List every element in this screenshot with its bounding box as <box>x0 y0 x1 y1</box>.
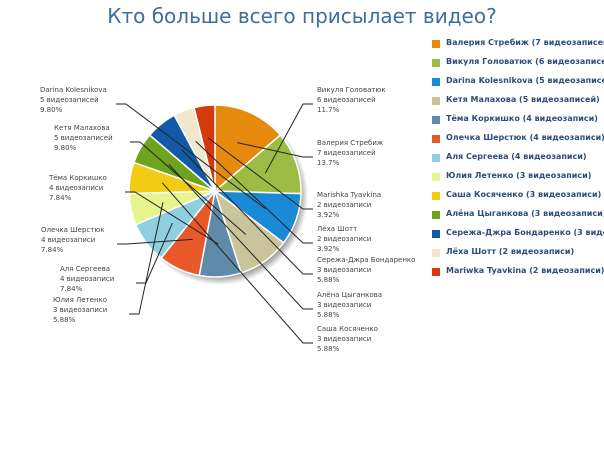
slice-label-count: 4 видеозаписи <box>41 236 95 244</box>
slice-label-count: 4 видеозаписи <box>49 184 103 192</box>
legend-label: Юлия Летенко (3 видеозаписи) <box>446 171 592 180</box>
legend-item[interactable]: Лёха Шотт (2 видеозаписи) <box>428 246 604 265</box>
legend-label: Тёма Коркишко (4 видеозаписи) <box>446 114 598 123</box>
legend-swatch <box>432 249 440 257</box>
slice-label-name: Саша Косяченко <box>317 325 378 333</box>
legend-item[interactable]: Юлия Летенко (3 видеозаписи) <box>428 170 604 189</box>
legend-item[interactable]: Кетя Малахова (5 видеозаписей) <box>428 94 604 113</box>
legend-label: Викуля Головатюк (6 видеозаписей) <box>446 57 604 66</box>
slice-label-name: Кетя Малахова <box>54 124 110 132</box>
legend-item[interactable]: Сережа-Джра Бондаренко (3 видеозаписи) <box>428 227 604 246</box>
slice-label-percent: 7.84% <box>49 194 72 202</box>
legend-item[interactable]: Алёна Цыганкова (3 видеозаписи) <box>428 208 604 227</box>
slice-label-name: Лёха Шотт <box>317 225 357 233</box>
legend-item[interactable]: Викуля Головатюк (6 видеозаписей) <box>428 56 604 75</box>
slice-label-percent: 9.80% <box>40 106 63 114</box>
slice-label-count: 5 видеозаписей <box>54 134 113 142</box>
slice-label-name: Marishka Tyavkina <box>317 191 381 199</box>
slice-leader-line <box>130 141 247 235</box>
slice-label-percent: 3.92% <box>317 245 340 253</box>
legend-item[interactable]: Mariwka Tyavkina (2 видеозаписи) <box>428 265 604 284</box>
slice-label-percent: 7.84% <box>60 285 83 293</box>
legend-label: Валерия Стребиж (7 видеозаписей) <box>446 38 604 47</box>
slice-leader-line <box>129 202 164 315</box>
legend-swatch <box>432 154 440 162</box>
slice-label-count: 6 видеозаписей <box>317 96 376 104</box>
slice-label-name: Сережа-Джра Бондаренко <box>317 256 415 264</box>
slice-label-percent: 5.88% <box>317 345 340 353</box>
slice-label-name: Валерия Стребиж <box>317 139 384 147</box>
legend-swatch <box>432 173 440 181</box>
legend-label: Саша Косяченко (3 видеозаписи) <box>446 190 602 199</box>
chart-legend: Валерия Стребиж (7 видеозаписей) Викуля Г… <box>428 37 604 284</box>
legend-swatch <box>432 116 440 124</box>
slice-label-percent: 5.88% <box>317 311 340 319</box>
slice-leader-line <box>195 140 313 244</box>
slice-label-name: Олечка Шерстюк <box>41 226 104 234</box>
slice-leader-line <box>117 238 193 245</box>
legend-label: Аля Сергеева (4 видеозаписи) <box>446 152 587 161</box>
legend-swatch <box>432 40 440 48</box>
slice-leader-line <box>161 182 313 344</box>
slice-leader-line <box>125 191 219 245</box>
slice-label-name: Тёма Коркишко <box>48 174 107 182</box>
slice-label-percent: 11.7% <box>317 106 340 114</box>
legend-swatch <box>432 211 440 219</box>
slice-leader-line <box>181 149 313 275</box>
legend-item[interactable]: Олечка Шерстюк (4 видеозаписи) <box>428 132 604 151</box>
pie-slice[interactable] <box>213 133 302 195</box>
slice-label-percent: 3.92% <box>317 211 340 219</box>
legend-item[interactable]: Darina Kolesnikova (5 видеозаписей) <box>428 75 604 94</box>
legend-swatch <box>432 230 440 238</box>
legend-label: Алёна Цыганкова (3 видеозаписи) <box>446 209 604 218</box>
legend-label: Кетя Малахова (5 видеозаписей) <box>446 95 600 104</box>
slice-label-percent: 7.84% <box>41 246 64 254</box>
slice-leader-line <box>168 163 313 310</box>
legend-label: Mariwka Tyavkina (2 видеозаписи) <box>446 266 604 275</box>
slice-label-percent: 5.88% <box>53 316 76 324</box>
legend-swatch <box>432 192 440 200</box>
slice-label-name: Аля Сергеева <box>60 265 110 273</box>
slice-label-percent: 13.7% <box>317 159 340 167</box>
legend-swatch <box>432 59 440 67</box>
legend-label: Darina Kolesnikova (5 видеозаписей) <box>446 76 604 85</box>
slice-leader-line <box>116 103 266 210</box>
slice-leader-line <box>264 103 313 174</box>
legend-label: Лёха Шотт (2 видеозаписи) <box>446 247 575 256</box>
legend-label: Олечка Шерстюк (4 видеозаписи) <box>446 133 604 142</box>
legend-label: Сережа-Джра Бондаренко (3 видеозаписи) <box>446 228 604 237</box>
slice-label-name: Викуля Головатюк <box>317 86 386 94</box>
pie-slice[interactable] <box>214 104 282 193</box>
slice-label-count: 2 видеозаписи <box>317 201 371 209</box>
slice-label-name: Darina Kolesnikova <box>40 86 107 94</box>
slice-label-count: 2 видеозаписи <box>317 235 371 243</box>
legend-item[interactable]: Аля Сергеева (4 видеозаписи) <box>428 151 604 170</box>
slice-label-count: 5 видеозаписей <box>40 96 99 104</box>
slice-label-count: 3 видеозаписи <box>317 266 371 274</box>
slice-label-count: 3 видеозаписи <box>53 306 107 314</box>
slice-label-count: 3 видеозаписи <box>317 301 371 309</box>
slice-leader-line <box>237 142 313 158</box>
slice-label-count: 3 видеозаписи <box>317 335 371 343</box>
slice-label-name: Алёна Цыганкова <box>317 291 382 299</box>
legend-swatch <box>432 78 440 86</box>
pie-slice[interactable] <box>193 104 216 192</box>
chart-title: Кто больше всего присылает видео? <box>107 4 497 28</box>
legend-item[interactable]: Валерия Стребиж (7 видеозаписей) <box>428 37 604 56</box>
legend-swatch <box>432 268 440 276</box>
slice-leader-line <box>208 137 313 210</box>
slice-label-percent: 5.88% <box>317 276 340 284</box>
legend-item[interactable]: Саша Косяченко (3 видеозаписи) <box>428 189 604 208</box>
slice-label-count: 7 видеозаписей <box>317 149 376 157</box>
legend-swatch <box>432 97 440 105</box>
legend-item[interactable]: Тёма Коркишко (4 видеозаписи) <box>428 113 604 132</box>
slice-label-percent: 9.80% <box>54 144 77 152</box>
slice-label-name: Юлия Летенко <box>53 296 107 304</box>
legend-swatch <box>432 135 440 143</box>
slice-label-count: 4 видеозаписи <box>60 275 114 283</box>
